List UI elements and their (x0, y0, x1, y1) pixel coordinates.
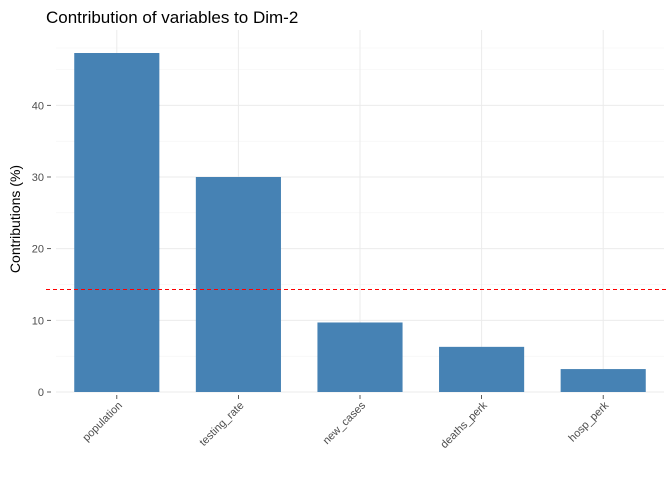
y-tick-label: 0 (38, 387, 44, 399)
x-tick-label: deaths_perk (438, 399, 490, 451)
bar-deaths-perk (439, 346, 525, 392)
bar-new-cases (317, 322, 403, 392)
x-tick-label: testing_rate (197, 400, 246, 449)
x-tick-label: population (81, 400, 125, 444)
x-tick-label: new_cases (321, 399, 369, 447)
bars (74, 53, 646, 392)
y-tick-label: 40 (32, 100, 44, 112)
chart-title: Contribution of variables to Dim-2 (46, 8, 298, 27)
bar-hosp-perk (560, 369, 646, 392)
y-tick-label: 20 (32, 244, 44, 256)
x-axis: population testing_rate new_cases deaths_pe… (81, 395, 612, 451)
x-tick-label: hosp_perk (567, 399, 612, 444)
bar-population (74, 53, 160, 392)
y-axis-label: Contributions (%) (7, 165, 23, 273)
y-tick-label: 30 (32, 172, 44, 184)
bar-testing-rate (195, 176, 281, 392)
y-axis: 0 10 20 30 40 (32, 100, 51, 399)
y-tick-label: 10 (32, 315, 44, 327)
